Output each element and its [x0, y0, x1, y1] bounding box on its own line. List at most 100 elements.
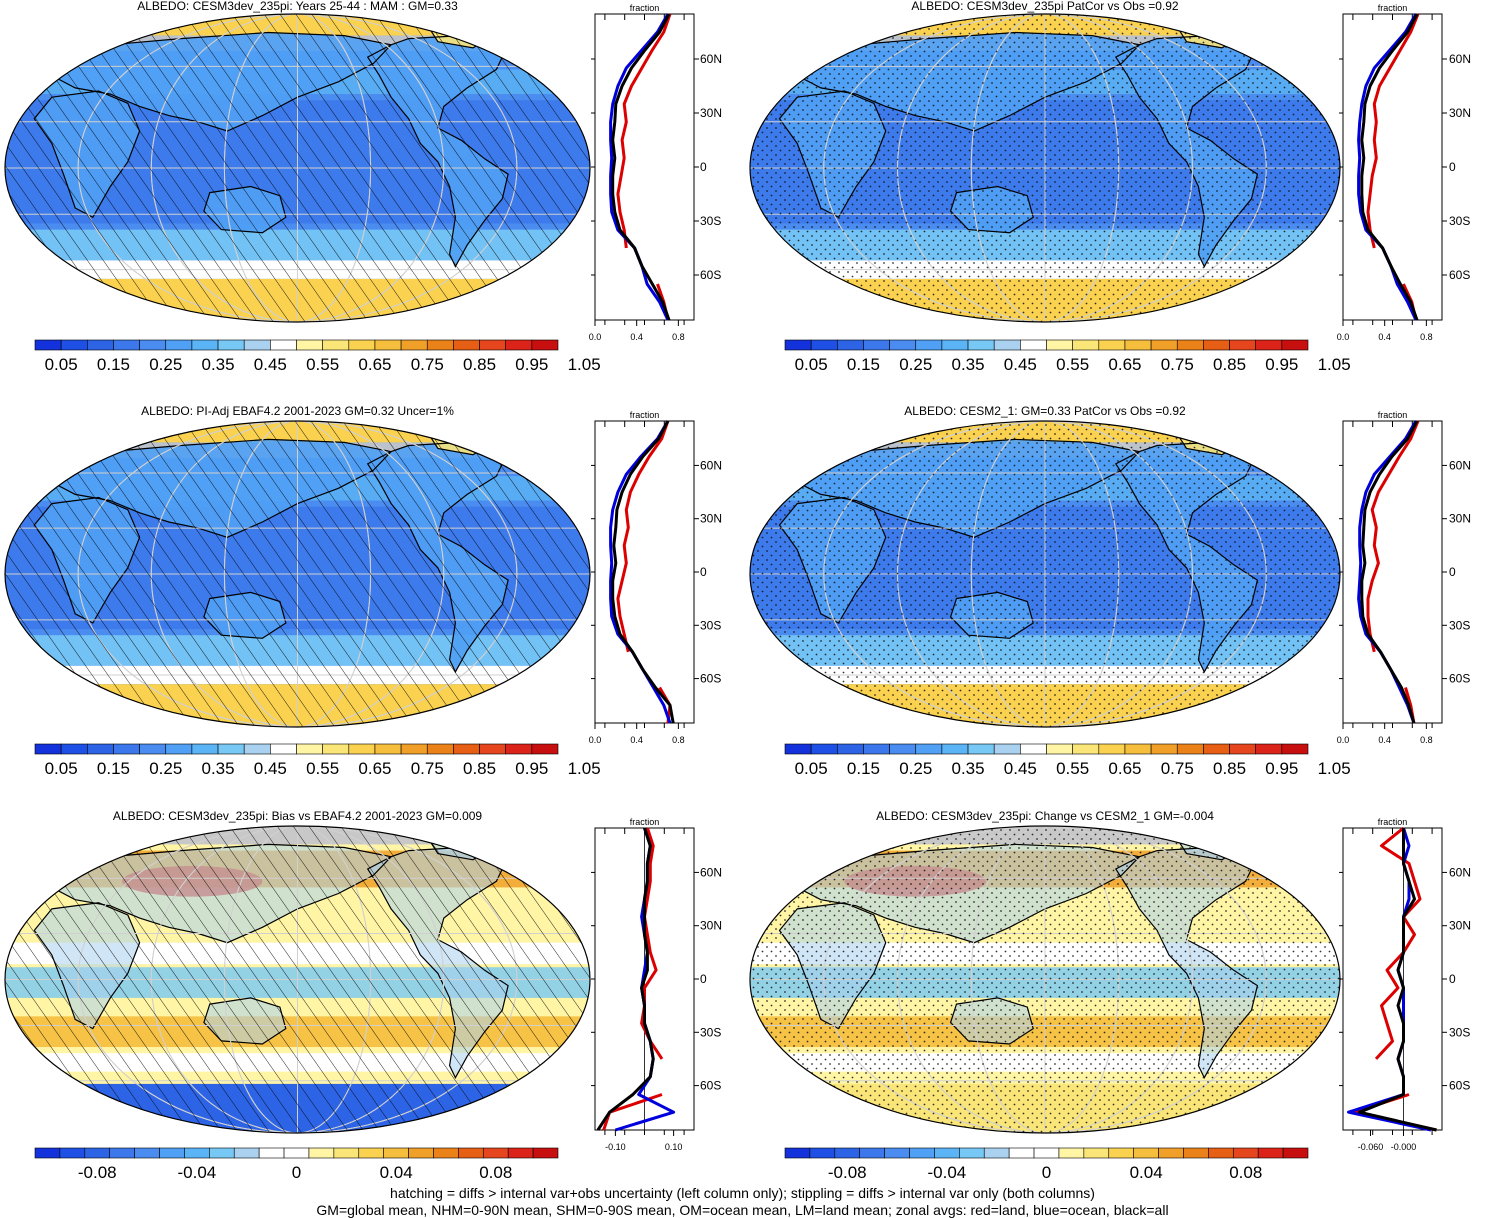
hatching-overlay — [5, 826, 590, 1133]
colorbar-cell — [1203, 743, 1230, 755]
colorbar-label: 0.65 — [358, 759, 391, 778]
colorbar-cell — [165, 339, 193, 351]
colorbar-label: 0.08 — [479, 1163, 512, 1182]
panel-1: ALBEDO: CESM3dev_235pi: Years 25-44 : MA… — [4, 0, 722, 374]
colorbar-cell — [217, 743, 245, 755]
colorbar-label: -0.08 — [78, 1163, 117, 1182]
hatching-overlay — [5, 14, 590, 322]
map-field — [750, 14, 1340, 322]
colorbar-cell — [1281, 339, 1309, 351]
colorbar-cell — [139, 743, 167, 755]
colorbar-cell — [348, 743, 376, 755]
map-field — [750, 421, 1340, 727]
colorbar-label: 0.55 — [306, 355, 339, 374]
colorbar-cell — [809, 1147, 836, 1159]
colorbar-cell — [1176, 743, 1204, 755]
colorbar-cell — [1255, 743, 1283, 755]
colorbar-label: -0.04 — [928, 1163, 967, 1182]
colorbar-cell — [1158, 1147, 1184, 1159]
colorbar-label: 0.45 — [254, 759, 287, 778]
colorbar-cell — [296, 339, 323, 351]
colorbar-label: 0.05 — [795, 759, 828, 778]
colorbar-cell — [889, 339, 917, 351]
panel-3: ALBEDO: PI-Adj EBAF4.2 2001-2023 GM=0.32… — [4, 404, 722, 778]
stippling-overlay — [750, 14, 1340, 322]
colorbar-label: 0.65 — [1108, 355, 1141, 374]
x-tick-label: 0.8 — [1420, 735, 1433, 745]
colorbar-cell — [191, 743, 219, 755]
x-tick-label: 0.10 — [665, 1142, 683, 1152]
colorbar-label: 0.95 — [515, 759, 548, 778]
colorbar-cell — [507, 1147, 534, 1159]
map-field — [5, 14, 590, 322]
colorbar-cell — [810, 743, 838, 755]
colorbar-label: 0.08 — [1229, 1163, 1262, 1182]
colorbar-cell — [884, 1147, 910, 1159]
colorbar-label: 0.05 — [45, 759, 78, 778]
colorbar-cell — [60, 339, 88, 351]
hatching-overlay — [5, 421, 590, 727]
colorbar-label: 0.45 — [1004, 759, 1037, 778]
lat-label: 0 — [700, 565, 707, 579]
x-tick-label: 0.0 — [589, 735, 602, 745]
colorbar-cell — [159, 1147, 185, 1159]
zonal-line-all — [1360, 13, 1419, 321]
colorbar-cell — [209, 1147, 235, 1159]
colorbar-cell — [1083, 1147, 1110, 1159]
lat-label: 60N — [1449, 458, 1471, 472]
x-tick-label: 0.0 — [1337, 332, 1350, 342]
map-field — [5, 421, 590, 727]
colorbar-cell — [258, 1147, 285, 1159]
lat-label: 30S — [1449, 214, 1470, 228]
colorbar-cell — [1229, 743, 1257, 755]
colorbar-cell — [810, 339, 838, 351]
lat-label: 60N — [1449, 865, 1471, 879]
panel-title: ALBEDO: CESM2_1: GM=0.33 PatCor vs Obs =… — [904, 404, 1186, 418]
colorbar-cell — [993, 339, 1021, 351]
colorbar-cell — [909, 1147, 935, 1159]
x-tick-label: 0.4 — [1378, 735, 1391, 745]
zonal-axis-title: fraction — [630, 410, 660, 420]
colorbar-label: 0.35 — [202, 355, 235, 374]
footer-line-1: hatching = diffs > internal var+obs unce… — [390, 1185, 1095, 1201]
colorbar-label: 0.25 — [149, 355, 182, 374]
colorbar-cell — [109, 1147, 135, 1159]
colorbar-cell — [1232, 1147, 1259, 1159]
colorbar-cell — [859, 1147, 885, 1159]
lat-label: 30S — [700, 1025, 721, 1039]
colorbar-label: 0.15 — [97, 355, 130, 374]
colorbar-cell — [482, 1147, 509, 1159]
colorbar-label: 0.05 — [795, 355, 828, 374]
zonal-axis-title: fraction — [1378, 3, 1408, 13]
x-tick-label: 0.4 — [630, 735, 643, 745]
colorbar-label: 0.45 — [1004, 355, 1037, 374]
colorbar-cell — [1257, 1147, 1284, 1159]
lat-label: 30N — [1449, 919, 1471, 933]
lat-label: 60N — [700, 458, 722, 472]
colorbar-cell — [941, 743, 969, 755]
colorbar-cell — [967, 743, 995, 755]
colorbar-cell — [400, 743, 428, 755]
map-field — [5, 826, 590, 1133]
panel-title: ALBEDO: CESM3dev_235pi PatCor vs Obs =0.… — [911, 0, 1178, 13]
colorbar-cell — [1282, 1147, 1309, 1159]
colorbar-label: 0.55 — [1056, 759, 1089, 778]
colorbar-cell — [453, 743, 480, 755]
colorbar-cell — [1046, 743, 1073, 755]
colorbar-cell — [505, 339, 533, 351]
colorbar-cell — [283, 1147, 310, 1159]
colorbar-label: 0.95 — [1265, 759, 1298, 778]
colorbar-cell — [532, 1147, 559, 1159]
colorbar-label: 1.05 — [568, 355, 601, 374]
zonal-axis-title: fraction — [630, 817, 660, 827]
colorbar-label: 0.65 — [358, 355, 391, 374]
stippling-overlay — [750, 421, 1340, 727]
colorbar-cell — [505, 743, 533, 755]
colorbar-cell — [1183, 1147, 1209, 1159]
lat-label: 30S — [700, 618, 721, 632]
panel-title: ALBEDO: CESM3dev_235pi: Change vs CESM2_… — [876, 809, 1214, 823]
colorbar-cell — [1098, 743, 1126, 755]
colorbar-cell — [191, 339, 219, 351]
colorbar-cell — [308, 1147, 335, 1159]
